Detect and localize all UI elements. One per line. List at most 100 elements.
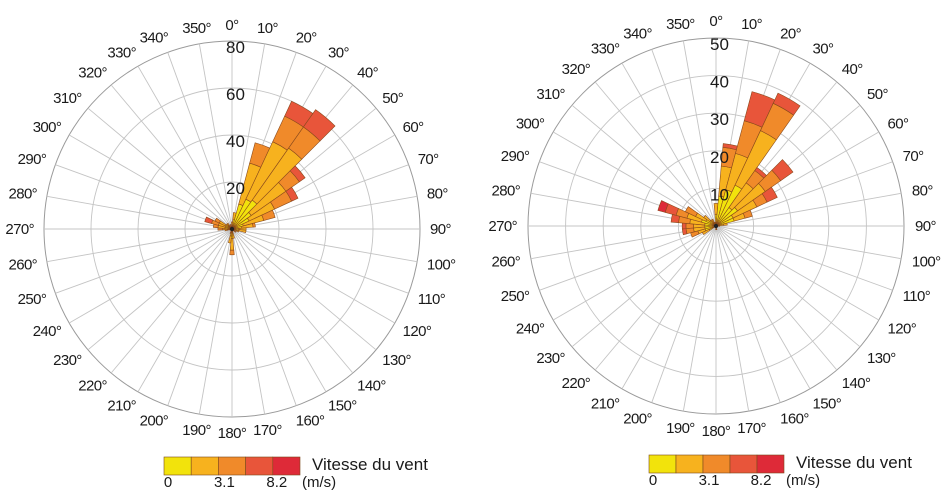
spoke-line [55, 164, 233, 230]
spoke-line [231, 228, 409, 294]
wind-wedge-segment [229, 230, 232, 234]
direction-label: 270° [5, 221, 34, 238]
direction-label: 100° [427, 256, 456, 273]
spoke-line [651, 49, 717, 227]
direction-label: 320° [562, 61, 591, 78]
direction-label: 330° [107, 44, 136, 61]
spoke-line [46, 195, 233, 230]
legend-swatch [702, 454, 731, 474]
spoke-line [231, 228, 327, 393]
direction-label: 260° [8, 256, 37, 273]
direction-label: 260° [491, 254, 520, 271]
direction-label: 80° [912, 182, 933, 199]
direction-label: 170° [253, 422, 282, 439]
direction-label: 300° [516, 116, 545, 133]
direction-label: 230° [53, 352, 82, 369]
direction-label: 340° [623, 25, 652, 42]
wind-wedge-segment [238, 229, 247, 234]
direction-label: 50° [382, 90, 403, 107]
legend-unit: (m/s) [302, 474, 336, 491]
ring-label: 40 [226, 132, 245, 151]
direction-label: 40° [357, 65, 378, 82]
direction-label: 280° [491, 182, 520, 199]
direction-label: 120° [888, 321, 917, 338]
direction-label: 210° [107, 398, 136, 415]
spoke-line [167, 228, 233, 406]
spoke-line [231, 228, 418, 263]
direction-label: 140° [357, 377, 386, 394]
wind-wedge-segment [252, 222, 256, 228]
direction-label: 310° [536, 86, 565, 103]
direction-label: 210° [591, 396, 620, 413]
direction-label: 110° [903, 288, 931, 305]
spoke-line [137, 228, 233, 393]
wind-wedge-segment [229, 249, 235, 256]
direction-label: 20° [296, 29, 317, 46]
spoke-line [137, 65, 233, 230]
direction-label: 330° [591, 40, 620, 57]
spoke-line [55, 228, 233, 294]
ring-label: 10 [710, 185, 729, 204]
direction-label: 10° [257, 20, 278, 37]
direction-label: 160° [780, 411, 809, 428]
wind-rose-left: 20 40 60 80 0° 10° 20° 30° 40°50°60° 70° 80° 90° 100… [5, 17, 456, 442]
direction-label: 140° [842, 375, 871, 392]
direction-label: 220° [562, 375, 591, 392]
direction-label: 110° [418, 291, 446, 308]
direction-label: 30° [813, 40, 834, 57]
spoke-line [715, 225, 902, 260]
wind-wedge-segment [204, 216, 214, 224]
direction-label: 230° [536, 350, 565, 367]
direction-label: 170° [737, 420, 766, 437]
wind-wedge-segment [227, 235, 232, 244]
legend-tick-label: 8.2 [751, 472, 772, 489]
direction-label: 290° [501, 148, 530, 165]
direction-label: 90° [430, 221, 451, 238]
wind-wedge-segment [681, 222, 687, 230]
ring-label: 20 [710, 148, 729, 167]
direction-label: 40° [842, 61, 863, 78]
spoke-line [539, 225, 717, 291]
legend-title: Vitesse du vent [796, 453, 912, 472]
direction-label: 180° [218, 425, 247, 442]
spoke-line [231, 228, 396, 324]
direction-label: 50° [867, 86, 888, 103]
spoke-line [594, 225, 717, 371]
spoke-line [68, 134, 233, 230]
legend-title: Vitesse du vent [312, 455, 428, 474]
spoke-line [68, 228, 233, 324]
direction-label: 200° [623, 411, 652, 428]
wind-wedge-segment [703, 214, 712, 223]
spoke-line [715, 225, 838, 371]
wind-wedge-segment [681, 228, 688, 236]
direction-label: 70° [903, 148, 924, 165]
spoke-line [231, 228, 297, 406]
direction-label: 250° [18, 291, 47, 308]
wind-wedge-segment [771, 159, 794, 182]
wind-wedge-segment [226, 222, 230, 227]
spoke-line [621, 62, 717, 227]
spoke-line [715, 192, 902, 227]
wind-wedge-segment [772, 92, 801, 116]
spoke-line [715, 225, 880, 321]
wind-wedge-segment [235, 229, 240, 233]
spoke-line [231, 228, 377, 351]
legend-swatch [218, 456, 246, 476]
wind-wedge-segment [233, 229, 237, 233]
legend-tick-label: 0 [164, 474, 172, 491]
wind-wedge-segment [303, 109, 336, 142]
spoke-line [87, 228, 233, 351]
direction-label: 150° [813, 396, 842, 413]
direction-label: 190° [666, 420, 695, 437]
legend-tick-label: 0 [649, 472, 657, 489]
direction-label: 310° [53, 90, 82, 107]
legend-swatch [163, 456, 192, 476]
wind-wedge-segment [214, 217, 221, 224]
direction-label: 70° [418, 151, 439, 168]
direction-label: 350° [182, 20, 211, 37]
ring-label: 20 [226, 179, 245, 198]
legend-unit: (m/s) [786, 472, 820, 489]
legend-swatch [756, 454, 785, 474]
legend-left: Vitesse du vent 0 3.1 8.2 (m/s) [163, 455, 428, 491]
